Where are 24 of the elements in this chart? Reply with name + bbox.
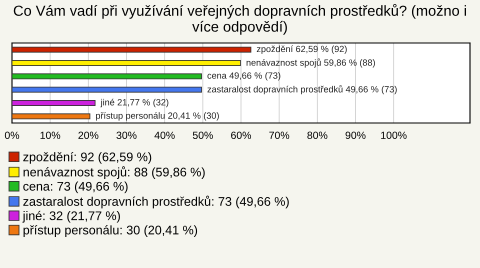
x-tick-label: 0% [4, 132, 20, 139]
x-tick-label: 40% [154, 132, 175, 139]
legend-label: zastaralost dopravních prostředků: 73 (49,66 %) [23, 196, 289, 208]
x-tick-label: 20% [78, 132, 98, 139]
x-tick-label: 70% [269, 132, 290, 139]
data-label: jiné 21,77 % (32) [100, 98, 168, 108]
x-tick-label: 30% [116, 132, 137, 139]
legend-label: cena: 73 (49,66 %) [23, 182, 128, 194]
x-tick-label: 60% [231, 132, 252, 139]
x-tick-label: 80% [307, 132, 328, 139]
data-label: zpoždění 62,59 % (92) [256, 45, 347, 54]
x-tick-label: 10% [40, 132, 60, 139]
legend-label: jiné: 32 (21,77 %) [22, 210, 120, 223]
data-label: nenávaznost spojů 59,86 % (88) [246, 58, 375, 68]
data-label: zastaralost dopravních prostředků 49,66 % (73) [207, 85, 397, 94]
chart-title: Co Vám vadí při využívání veřejných dopravních prostředků? (možno i více odpovědí) [14, 4, 466, 35]
x-tick-label: 90% [346, 132, 366, 139]
legend-label: přístup personálu: 30 (20,41 %) [24, 225, 198, 237]
x-tick-label: 50% [192, 132, 213, 139]
data-label: přístup personálu 20,41 % (30) [96, 112, 219, 121]
x-tick-label: 100% [381, 132, 407, 139]
legend-label: nenávaznost spojů: 88 (59,86 %) [24, 166, 205, 179]
data-label: cena 49,66 % (73) [207, 72, 280, 81]
legend-label: zpoždění: 92 (62,59 %) [23, 152, 152, 164]
